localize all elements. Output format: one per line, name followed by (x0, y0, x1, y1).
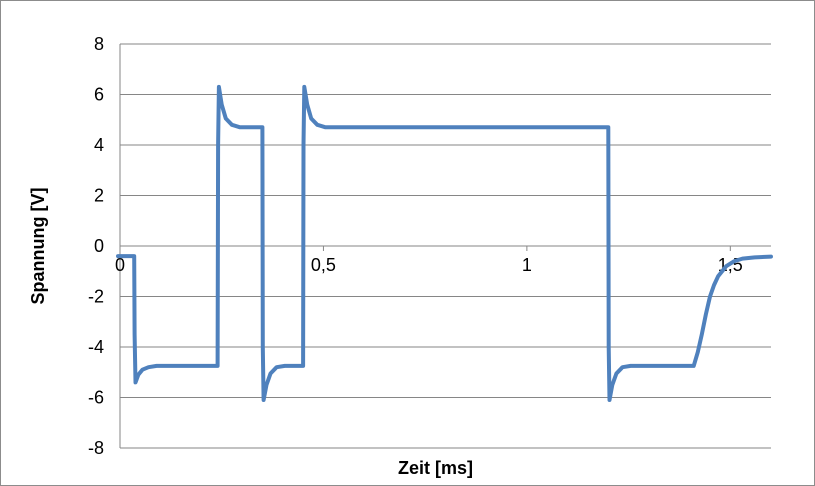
y-tick-label: 8 (94, 34, 104, 54)
y-tick-labels: 8 6 4 2 0 -2 -4 -6 -8 (88, 34, 104, 458)
y-tick-label: 4 (94, 135, 104, 155)
y-tick-label: 2 (94, 186, 104, 206)
x-tick-label: 0,5 (311, 255, 336, 275)
y-tick-label: -2 (88, 287, 104, 307)
y-tick-label: -4 (88, 337, 104, 357)
y-tick-label: 0 (94, 236, 104, 256)
y-axis-title: Spannung [V] (28, 188, 48, 305)
x-tick-labels: 0 0,5 1 1,5 (115, 255, 743, 275)
x-axis-title: Zeit [ms] (398, 458, 473, 478)
y-tick-label: 6 (94, 85, 104, 105)
y-tick-label: -8 (88, 438, 104, 458)
series-line (116, 84, 773, 402)
x-tick-label: 0 (115, 255, 125, 275)
x-tick-label: 1 (522, 255, 532, 275)
y-tick-label: -6 (88, 388, 104, 408)
series-group (116, 84, 773, 402)
